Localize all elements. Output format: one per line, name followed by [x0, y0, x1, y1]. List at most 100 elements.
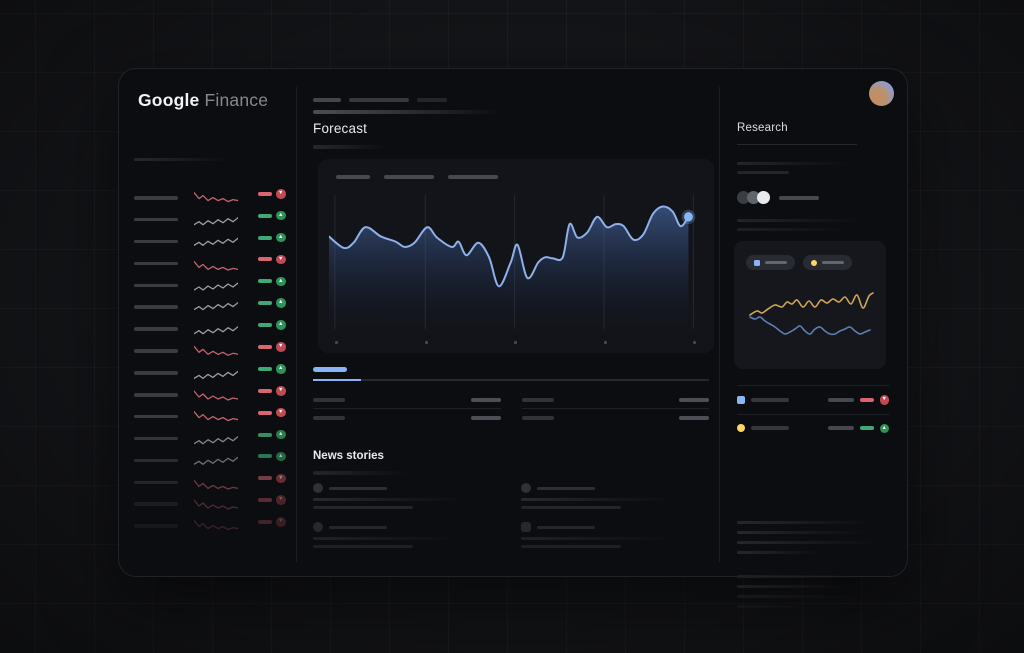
ticker-name-placeholder	[134, 371, 178, 375]
research-section-title: Research	[737, 122, 788, 134]
headline-placeholder	[521, 506, 621, 509]
watchlist-item[interactable]: ▼	[134, 515, 294, 537]
active-tab-indicator[interactable]	[313, 367, 347, 372]
quote-block: ▼	[258, 495, 294, 505]
trend-up-badge: ▲	[276, 210, 286, 221]
text-line-placeholder	[737, 541, 877, 544]
compare-row[interactable]: ▲	[737, 413, 889, 443]
watchlist-item[interactable]: ▼	[134, 384, 294, 406]
watchlist-item[interactable]: ▼	[134, 406, 294, 428]
watchlist-item[interactable]: ▲	[134, 231, 294, 253]
chart-range-tabs	[336, 175, 498, 179]
compare-chip-blue[interactable]	[746, 255, 795, 270]
watchlist-item[interactable]: ▲	[134, 318, 294, 340]
forecast-area-chart[interactable]	[329, 193, 712, 333]
research-divider-line	[737, 144, 857, 145]
chip-label-placeholder	[765, 261, 787, 264]
watchlist-item[interactable]: ▲	[134, 428, 294, 450]
trend-up-badge: ▲	[276, 232, 286, 243]
watchlist-item[interactable]: ▼	[134, 253, 294, 275]
range-tab[interactable]	[336, 175, 370, 179]
sparkline-chart	[194, 456, 238, 465]
text-line-placeholder	[737, 575, 857, 578]
trend-down-badge: ▼	[879, 395, 889, 405]
tab-underline-active	[313, 379, 361, 381]
compare-chip-yellow[interactable]	[803, 255, 852, 270]
trend-down-badge: ▼	[276, 386, 286, 396]
ticker-name-placeholder	[134, 458, 178, 463]
watchlist-item[interactable]: ▲	[134, 275, 294, 297]
trend-down-badge: ▼	[276, 517, 286, 527]
quote-block: ▼	[258, 386, 294, 396]
watchlist-item[interactable]: ▼	[134, 472, 294, 494]
range-tab[interactable]	[448, 175, 498, 179]
text-line-placeholder	[737, 551, 823, 554]
ticker-name-placeholder	[134, 436, 178, 441]
quote-block: ▲	[258, 451, 294, 462]
quote-block: ▲	[258, 276, 294, 287]
quote-block: ▼	[258, 254, 294, 265]
change-pill	[258, 432, 272, 437]
trend-up-badge: ▲	[276, 451, 286, 462]
text-line-placeholder	[737, 521, 873, 524]
ticker-name-placeholder	[134, 480, 178, 485]
watchlist: ▼ ▲ ▲ ▼ ▲ ▲ ▲ ▼ ▲ ▼ ▼ ▲ ▲ ▼ ▼ ▼	[134, 187, 294, 537]
news-subtitle-placeholder	[313, 471, 409, 475]
compare-series-yellow	[749, 292, 874, 316]
news-source-icon	[313, 522, 323, 532]
compare-series-blue	[749, 316, 871, 336]
stock-name-placeholder	[313, 110, 501, 114]
x-tick	[603, 341, 607, 344]
key-stats	[313, 394, 709, 423]
sparkline-chart	[194, 435, 238, 445]
compare-line-chart[interactable]	[745, 287, 875, 359]
user-avatar[interactable]	[869, 81, 894, 106]
change-pill	[859, 426, 874, 431]
watchlist-item[interactable]: ▲	[134, 450, 294, 472]
trend-down-badge: ▼	[276, 473, 286, 484]
trend-down-badge: ▼	[276, 189, 286, 199]
news-article[interactable]	[521, 522, 717, 548]
watchlist-item[interactable]: ▼	[134, 187, 294, 209]
x-axis-ticks	[329, 341, 712, 345]
compare-label-placeholder	[751, 426, 789, 431]
watchlist-item[interactable]: ▼	[134, 340, 294, 362]
change-pill	[258, 454, 272, 459]
trend-down-badge: ▼	[276, 254, 286, 265]
compare-row[interactable]: ▼	[737, 385, 889, 414]
watchlist-item[interactable]: ▼	[134, 493, 294, 515]
watchlist-item[interactable]: ▲	[134, 209, 294, 231]
ticker-name-placeholder	[134, 502, 178, 506]
logo-product: Finance	[204, 90, 269, 110]
text-line-placeholder	[737, 605, 807, 608]
trend-up-badge: ▲	[276, 298, 286, 308]
ticker-name-placeholder	[134, 196, 178, 200]
news-article[interactable]	[313, 483, 509, 509]
text-line-placeholder	[737, 585, 849, 588]
text-line-placeholder	[737, 595, 855, 598]
ticker-name-placeholder	[134, 217, 178, 222]
compare-value-placeholder	[827, 426, 854, 431]
app-logo[interactable]: Google Finance	[138, 90, 268, 111]
range-tab[interactable]	[384, 175, 434, 179]
avatar-group-label-placeholder	[779, 196, 819, 200]
chart-endpoint-dot	[684, 212, 693, 222]
trend-up-badge: ▲	[276, 429, 286, 440]
news-article[interactable]	[313, 522, 509, 548]
watchlist-item[interactable]: ▲	[134, 362, 294, 384]
trend-down-badge: ▼	[276, 342, 286, 352]
change-pill	[258, 257, 272, 262]
ticker-name-placeholder	[134, 327, 178, 331]
stat-divider	[521, 408, 709, 409]
sparkline-chart	[194, 281, 238, 291]
quote-block: ▲	[258, 364, 294, 374]
watchlist-item[interactable]: ▲	[134, 296, 294, 318]
change-pill	[258, 366, 272, 371]
headline-placeholder	[313, 498, 465, 501]
ticker-name-placeholder	[134, 239, 178, 244]
change-pill	[258, 498, 272, 503]
sparkline-chart	[194, 479, 238, 490]
news-article[interactable]	[521, 483, 717, 509]
news-source-placeholder	[537, 486, 595, 490]
